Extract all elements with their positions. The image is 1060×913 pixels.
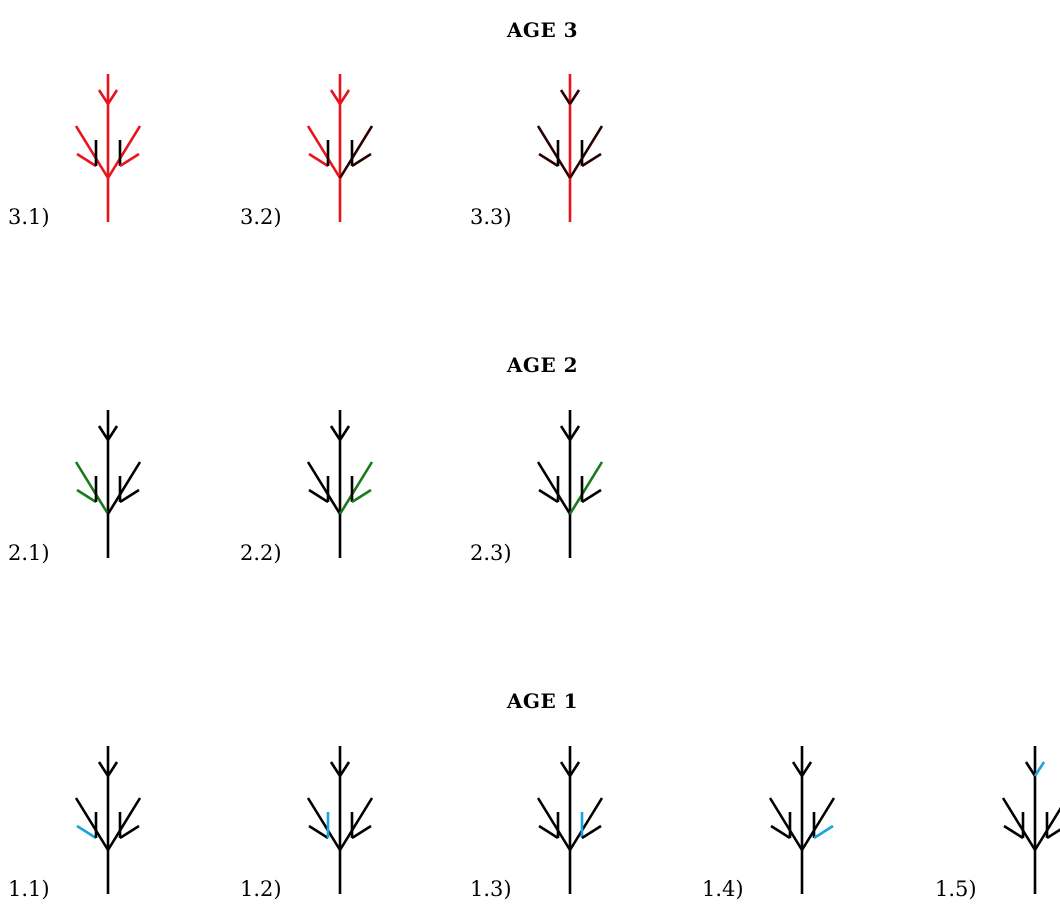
item-label: 3.3) bbox=[470, 205, 512, 229]
section-title: AGE 1 bbox=[506, 689, 579, 713]
tree-segment-left-branch bbox=[306, 797, 342, 851]
tree-segment-right-branch bbox=[1033, 806, 1060, 851]
tree-segment-left-branch bbox=[306, 125, 342, 179]
item-label: 1.4) bbox=[702, 877, 744, 901]
tree-segment-top-arrow-r bbox=[568, 425, 581, 441]
tree-segment-right-twig bbox=[581, 152, 602, 168]
tree-diagram bbox=[536, 746, 604, 894]
tree-segment-top-arrow-l bbox=[1024, 761, 1037, 777]
tree-segment-left-branch bbox=[536, 461, 572, 515]
tree-segment-right-branch bbox=[568, 125, 604, 179]
tree-segment-right-branch bbox=[338, 797, 374, 851]
tree-segment-right-branch bbox=[106, 461, 142, 515]
tree-segment-right-twig bbox=[581, 488, 602, 504]
tree-segment-top-arrow-l bbox=[329, 425, 342, 441]
tree-diagram bbox=[306, 74, 374, 222]
tree-segment-right-branch bbox=[338, 125, 374, 179]
tree-diagram bbox=[536, 74, 604, 222]
item-label: 3.1) bbox=[8, 205, 50, 229]
item-label: 1.5) bbox=[935, 877, 977, 901]
tree-segment-left-branch bbox=[768, 797, 804, 851]
tree-segment-top-arrow-r bbox=[338, 425, 351, 441]
tree-segment-left-branch bbox=[306, 461, 342, 515]
tree-segment-right-twig bbox=[351, 488, 372, 504]
item-label: 2.1) bbox=[8, 541, 50, 565]
tree-segment-top-arrow-l bbox=[559, 425, 572, 441]
tree-diagram bbox=[768, 746, 836, 894]
tree-diagram bbox=[74, 410, 142, 558]
tree-segment-right-branch bbox=[106, 797, 142, 851]
tree-segment-left-branch bbox=[74, 797, 110, 851]
tree-segment-right-twig bbox=[119, 824, 140, 840]
tree-diagram bbox=[306, 410, 374, 558]
tree-segment-top-arrow-r bbox=[568, 89, 581, 105]
tree-segment-top-arrow-l bbox=[97, 761, 110, 777]
tree-segment-top-arrow-r bbox=[106, 425, 119, 441]
tree-segment-top-arrow-l bbox=[97, 89, 110, 105]
tree-segment-top-arrow-r bbox=[338, 761, 351, 777]
tree-segment-right-twig bbox=[581, 824, 602, 840]
tree-segment-right-branch bbox=[568, 797, 604, 851]
tree-segment-right-branch bbox=[338, 461, 374, 515]
tree-segment-left-branch bbox=[536, 797, 572, 851]
tree-segment-top-arrow-l bbox=[559, 89, 572, 105]
tree-diagram bbox=[74, 74, 142, 222]
tree-diagram bbox=[536, 410, 604, 558]
item-label: 1.1) bbox=[8, 877, 50, 901]
tree-segment-top-arrow-l bbox=[559, 761, 572, 777]
tree-segment-left-twig bbox=[76, 488, 97, 504]
item-label: 3.2) bbox=[240, 205, 282, 229]
tree-diagram bbox=[306, 746, 374, 894]
tree-segment-top-arrow-l bbox=[97, 425, 110, 441]
tree-diagram bbox=[74, 746, 142, 894]
tree-segment-left-twig bbox=[770, 824, 791, 840]
item-label: 2.3) bbox=[470, 541, 512, 565]
tree-segment-left-twig bbox=[76, 152, 97, 168]
tree-segment-left-branch bbox=[1001, 797, 1037, 851]
tree-segment-left-twig bbox=[308, 152, 329, 168]
tree-segment-top-arrow-r bbox=[338, 89, 351, 105]
tree-segment-top-arrow-r bbox=[568, 761, 581, 777]
item-label: 2.2) bbox=[240, 541, 282, 565]
tree-segment-left-twig bbox=[308, 824, 329, 840]
tree-segment-left-twig bbox=[76, 824, 97, 840]
tree-segment-left-branch bbox=[74, 125, 110, 179]
tree-segment-right-branch bbox=[106, 125, 142, 179]
tree-segment-right-twig bbox=[119, 152, 140, 168]
tree-segment-right-twig bbox=[119, 488, 140, 504]
tree-segment-top-arrow-l bbox=[329, 761, 342, 777]
tree-segment-left-twig bbox=[538, 152, 559, 168]
tree-segment-right-twig bbox=[1046, 828, 1060, 840]
tree-segment-left-twig bbox=[538, 824, 559, 840]
tree-segment-left-branch bbox=[536, 125, 572, 179]
tree-segment-top-arrow-l bbox=[791, 761, 804, 777]
tree-segment-left-twig bbox=[308, 488, 329, 504]
tree-segment-right-branch bbox=[800, 797, 836, 851]
tree-segment-top-arrow-r bbox=[1033, 761, 1046, 777]
tree-segment-top-arrow-l bbox=[329, 89, 342, 105]
tree-segment-left-twig bbox=[538, 488, 559, 504]
tree-segment-top-arrow-r bbox=[800, 761, 813, 777]
tree-segment-left-twig bbox=[1003, 824, 1024, 840]
item-label: 1.2) bbox=[240, 877, 282, 901]
section-title: AGE 2 bbox=[506, 353, 579, 377]
tree-segment-right-twig bbox=[351, 152, 372, 168]
tree-segment-right-twig bbox=[351, 824, 372, 840]
tree-segment-top-arrow-r bbox=[106, 89, 119, 105]
section-title: AGE 3 bbox=[506, 18, 579, 42]
tree-segment-left-branch bbox=[74, 461, 110, 515]
tree-segment-right-twig bbox=[813, 824, 834, 840]
tree-segment-top-arrow-r bbox=[106, 761, 119, 777]
item-label: 1.3) bbox=[470, 877, 512, 901]
tree-segment-right-branch bbox=[568, 461, 604, 515]
tree-diagram bbox=[1001, 746, 1060, 894]
